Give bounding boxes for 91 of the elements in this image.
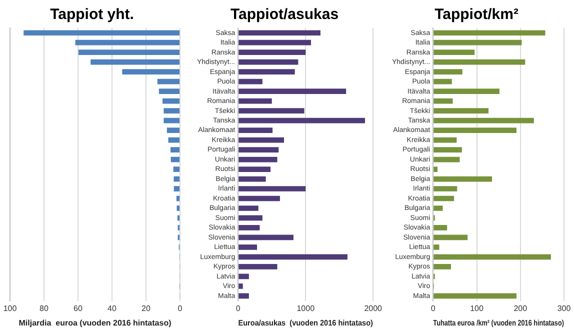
bar [174,176,180,182]
bar [166,128,180,133]
bar [157,78,180,84]
chart-title: Tappiot/km² [434,6,518,24]
bar [164,108,180,114]
bar [168,137,180,143]
x-tick-label: 0 [430,304,436,313]
x-tick-label: 80 [40,304,49,313]
bar [238,30,320,36]
x-tick-label: 20 [142,304,151,313]
x-axis-title: Tuhatta euroa /km² (vuoden 2016 hintataso) [433,318,564,328]
bar [434,128,516,133]
bar [434,293,516,299]
x-tick-label: 100 [470,304,484,313]
bar [238,284,243,289]
bar [434,264,452,270]
x-axis-title: Miljardia euroa (vuoden 2016 hintataso) [18,318,172,328]
bar [122,69,180,75]
bar [162,98,180,104]
bar [238,147,279,152]
chart-title: Tappiot/asukas [230,6,339,24]
x-tick-label: 100 [3,304,18,313]
bar [238,225,260,230]
bar [434,206,443,211]
bar [24,30,180,36]
chart-title: Tappiot yht. [50,6,134,24]
bar [434,118,534,124]
x-tick-label: 1000 [296,304,316,313]
bar [238,264,278,270]
bar [434,156,460,162]
bar [434,234,468,240]
bar [173,166,180,172]
bar [75,40,180,46]
bar [238,59,298,65]
bar [434,147,462,152]
bar [434,137,457,143]
bar [434,254,551,260]
bar [238,176,266,182]
x-tick-label: 2000 [364,304,383,313]
bar [238,78,262,84]
x-tick-label: 0 [178,304,183,313]
bar [238,234,294,240]
x-tick-label: 60 [74,304,83,313]
bar [434,50,475,56]
x-axis-title: Euroa/asukas (vuoden 2016 hintataso) [238,318,374,328]
bar [158,88,180,94]
bar [174,186,180,192]
bar [238,254,348,260]
bar [434,59,526,65]
bar [238,186,306,192]
bar [238,215,262,221]
bar [78,50,180,56]
x-tick-label: 300 [557,304,572,313]
bar [434,88,500,94]
bar [238,40,312,46]
bar [434,78,452,84]
bar [434,244,440,250]
bar [238,293,249,299]
bar [434,176,492,182]
bar [176,206,180,211]
bar [164,118,180,124]
bar [434,69,462,75]
bar [434,166,438,172]
bar [238,98,272,104]
bar [238,206,258,211]
bar [238,196,280,202]
bar [90,59,180,65]
bar [238,244,258,250]
bar [238,50,306,56]
bar [238,69,295,75]
bar [238,128,273,133]
bar [434,40,522,46]
bar [434,186,458,192]
bar [176,196,180,202]
bar [434,98,453,104]
bar [238,88,346,94]
bar [170,156,180,162]
bar [238,118,366,124]
bar [434,30,546,36]
bar [434,225,448,230]
x-tick-label: 40 [108,304,117,313]
x-tick-label: 0 [236,304,241,313]
bar [238,156,278,162]
bar [170,147,180,152]
x-tick-label: 200 [514,304,528,313]
bar [238,166,271,172]
bar [434,108,489,114]
bar [238,137,284,143]
bar [238,274,249,280]
bar [238,108,304,114]
bar [434,196,454,202]
